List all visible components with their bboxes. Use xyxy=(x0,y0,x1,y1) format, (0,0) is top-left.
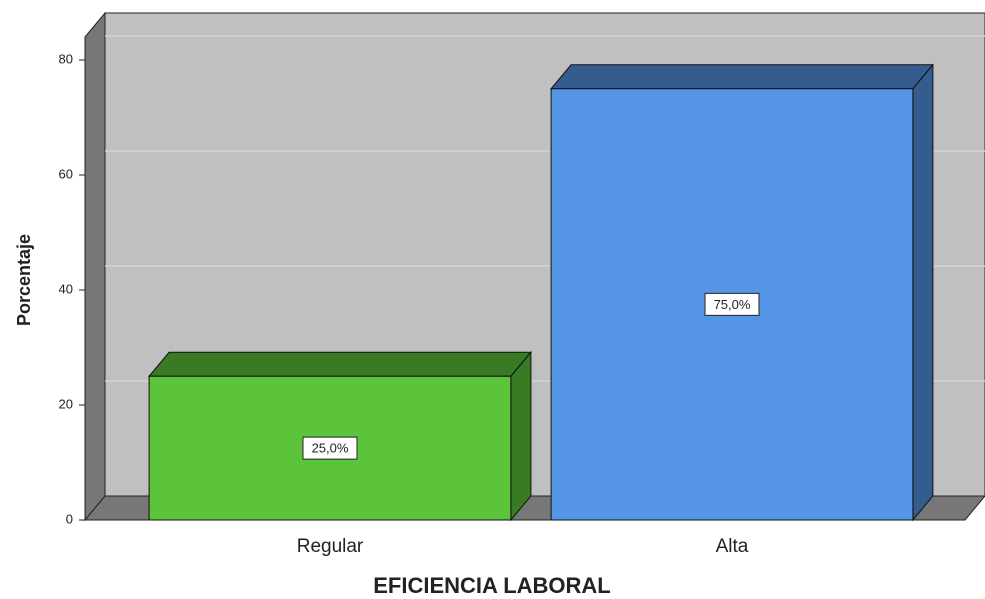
value-label-box xyxy=(704,292,760,316)
side-wall xyxy=(84,11,106,522)
y-tick-label: 0 xyxy=(66,511,73,526)
value-label-box xyxy=(302,436,358,460)
bar-top xyxy=(148,351,532,377)
value-label: 75,0% xyxy=(714,297,751,312)
y-tick-label: 40 xyxy=(59,281,73,296)
y-tick-label: 80 xyxy=(59,51,73,66)
x-tick-label: Regular xyxy=(297,536,364,557)
bar-top xyxy=(550,64,934,90)
y-tick-label: 20 xyxy=(59,396,73,411)
value-label: 25,0% xyxy=(312,441,349,456)
y-axis-title: Porcentaje xyxy=(14,234,34,326)
x-axis-title: EFICIENCIA LABORAL xyxy=(373,573,611,598)
y-tick-label: 60 xyxy=(59,166,73,181)
x-tick-label: Alta xyxy=(716,536,749,557)
bar-side xyxy=(912,63,934,522)
bar-side xyxy=(510,350,532,522)
